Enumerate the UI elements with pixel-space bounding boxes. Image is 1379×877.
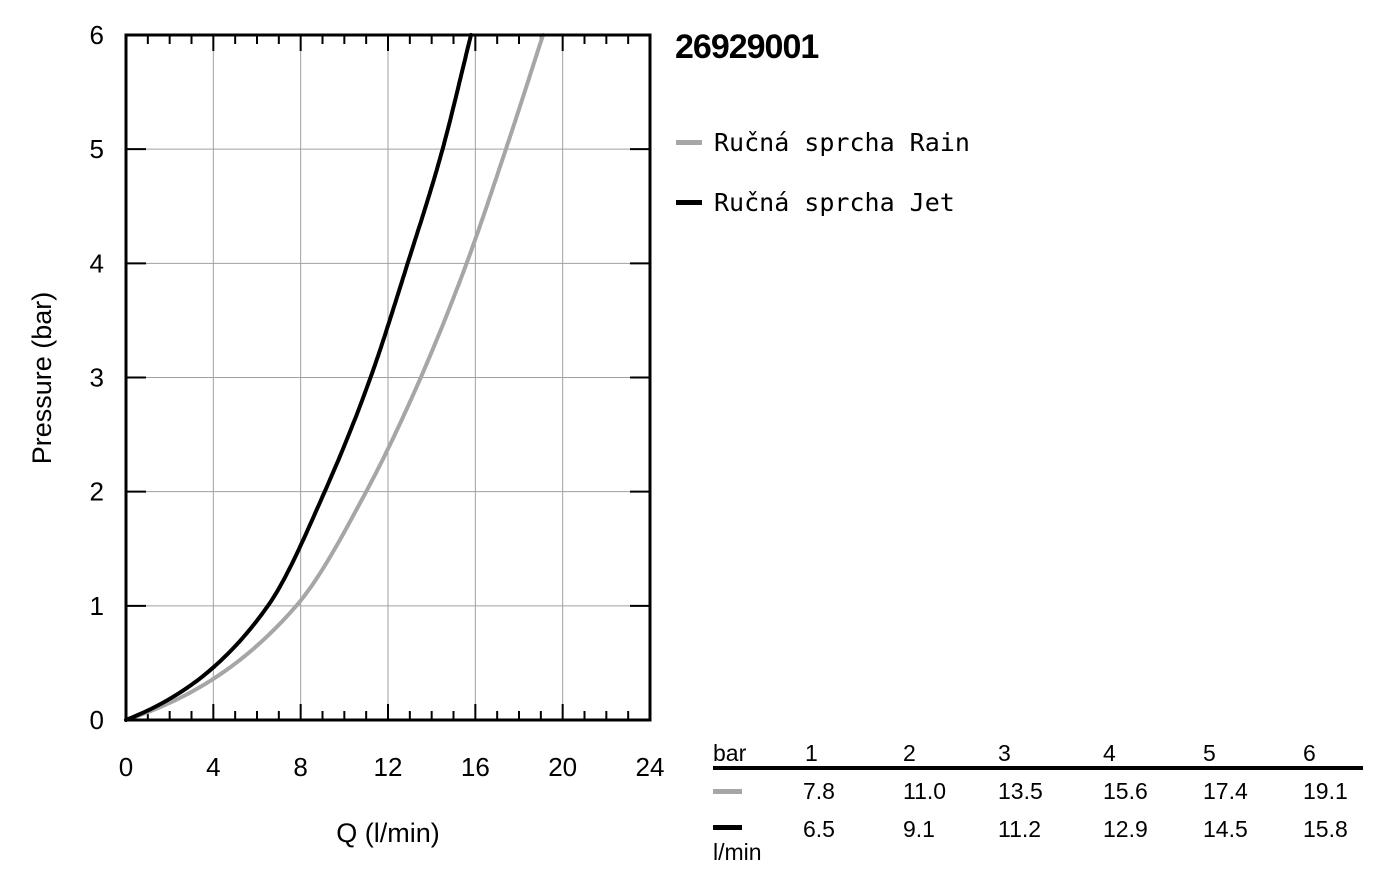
x-tick-label: 0 — [119, 752, 133, 782]
table-cell-jet: 12.9 — [1103, 816, 1148, 842]
y-tick-label: 0 — [90, 705, 104, 735]
flow-rate-table: bar 1 2 3 4 5 6 7.8 11.0 13.5 15.6 17.4 … — [713, 740, 1363, 870]
table-header-pressure: 4 — [1103, 740, 1116, 766]
table-cell-rain: 11.0 — [903, 778, 947, 804]
x-tick-label: 24 — [636, 752, 665, 782]
table-cell-jet: 11.2 — [998, 816, 1042, 842]
table-cell-rain: 17.4 — [1203, 778, 1248, 804]
table-row-swatch-jet — [713, 825, 742, 830]
legend-swatch-jet — [676, 199, 702, 205]
legend-item-jet: Ručná sprcha Jet — [676, 172, 970, 232]
table-cell-jet: 15.8 — [1303, 816, 1348, 842]
y-tick-label: 4 — [90, 248, 104, 278]
table-cell-jet: 6.5 — [803, 816, 835, 842]
x-tick-label: 16 — [461, 752, 490, 782]
table-header-pressure: 3 — [998, 740, 1011, 766]
table-header-rule — [713, 766, 1363, 770]
table-cell-rain: 13.5 — [998, 778, 1043, 804]
series-line-rain — [124, 33, 545, 722]
legend-label-jet: Ručná sprcha Jet — [714, 187, 955, 217]
series-line-jet — [124, 33, 473, 722]
x-axis-title: Q (l/min) — [336, 818, 440, 848]
chart-legend: Ručná sprcha Rain Ručná sprcha Jet — [676, 112, 970, 232]
table-row-swatch-rain — [713, 789, 742, 794]
chart-grid — [126, 35, 650, 720]
table-header-pressure: 6 — [1303, 740, 1316, 766]
table-cell-rain: 15.6 — [1103, 778, 1148, 804]
table-header-pressure: 2 — [903, 740, 916, 766]
table-header-pressure: 5 — [1203, 740, 1216, 766]
x-tick-label: 20 — [548, 752, 577, 782]
x-tick-label: 12 — [374, 752, 403, 782]
product-code-title: 26929001 — [675, 28, 819, 66]
legend-swatch-rain — [676, 139, 702, 145]
legend-label-rain: Ručná sprcha Rain — [714, 127, 970, 157]
table-cell-jet: 14.5 — [1203, 816, 1248, 842]
y-axis-title: Pressure (bar) — [27, 292, 57, 465]
table-header-pressure: 1 — [805, 740, 818, 766]
table-pressure-unit: bar — [713, 740, 747, 766]
x-tick-label: 8 — [293, 752, 307, 782]
table-flow-unit: l/min — [713, 839, 762, 865]
plot-area-frame — [124, 33, 652, 722]
y-tick-label: 3 — [90, 363, 104, 393]
legend-item-rain: Ručná sprcha Rain — [676, 112, 970, 172]
chart-series — [124, 33, 545, 722]
y-tick-label: 2 — [90, 477, 104, 507]
y-tick-label: 1 — [90, 591, 104, 621]
table-cell-rain: 19.1 — [1303, 778, 1348, 804]
table-cell-jet: 9.1 — [903, 816, 935, 842]
x-tick-label: 4 — [206, 752, 220, 782]
y-tick-label: 5 — [90, 134, 104, 164]
table-cell-rain: 7.8 — [803, 778, 835, 804]
y-tick-label: 6 — [90, 20, 104, 50]
